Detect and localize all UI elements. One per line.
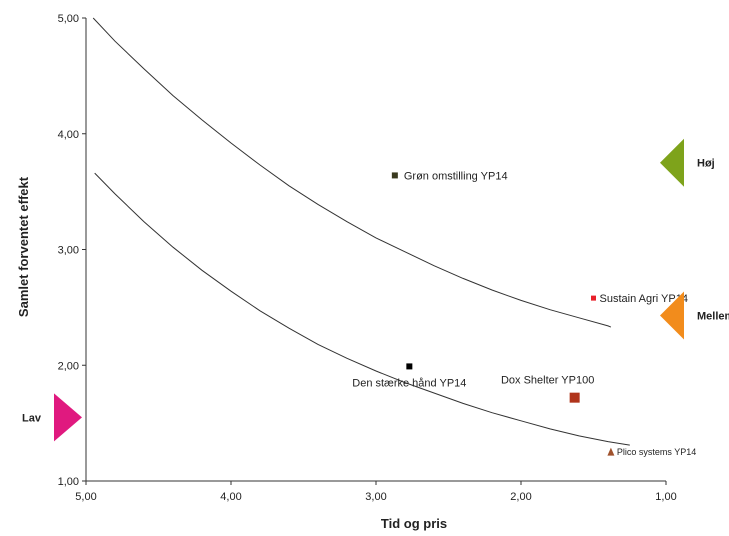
y-tick-label: 4,00 xyxy=(58,129,79,141)
level-arrow xyxy=(54,393,82,442)
y-tick-label: 3,00 xyxy=(58,245,79,257)
boundary-curve-2 xyxy=(94,172,630,446)
x-tick-label: 5,00 xyxy=(75,491,96,503)
point-label: Sustain Agri YP14 xyxy=(600,293,688,305)
x-tick-label: 3,00 xyxy=(365,491,386,503)
points-group: Grøn omstilling YP14 Sustain Agri YP14 Den… xyxy=(352,170,696,457)
x-ticks-group: 5,00 4,00 3,00 2,00 1,00 xyxy=(75,481,677,503)
x-tick-label: 1,00 xyxy=(655,491,676,503)
boundary-curve-1 xyxy=(92,17,612,328)
level-label: Mellem xyxy=(697,310,729,322)
y-axis-title: Samlet forventet effekt xyxy=(16,176,31,317)
x-tick-label: 4,00 xyxy=(220,491,241,503)
point-marker xyxy=(591,295,596,301)
point-label: Grøn omstilling YP14 xyxy=(404,170,508,182)
level-arrow xyxy=(660,291,684,340)
levels-group: Høj Mellem Lav xyxy=(22,138,729,442)
point-label: Plico systems YP14 xyxy=(617,447,696,457)
level-label: Lav xyxy=(22,412,42,424)
point-marker xyxy=(569,392,580,403)
point-label: Dox Shelter YP100 xyxy=(501,375,594,387)
point-label: Den stærke hånd YP14 xyxy=(352,377,466,389)
y-tick-label: 1,00 xyxy=(58,476,79,488)
x-tick-label: 2,00 xyxy=(510,491,531,503)
point-marker xyxy=(406,363,413,370)
y-tick-label: 5,00 xyxy=(58,13,79,25)
y-tick-label: 2,00 xyxy=(58,360,79,372)
level-label: Høj xyxy=(697,158,715,170)
y-ticks-group: 1,00 2,00 3,00 4,00 5,00 xyxy=(58,13,86,488)
point-marker xyxy=(391,172,398,179)
point-marker xyxy=(607,447,615,456)
x-axis-title: Tid og pris xyxy=(381,516,447,531)
level-arrow xyxy=(660,138,684,187)
curves-group xyxy=(92,17,630,446)
